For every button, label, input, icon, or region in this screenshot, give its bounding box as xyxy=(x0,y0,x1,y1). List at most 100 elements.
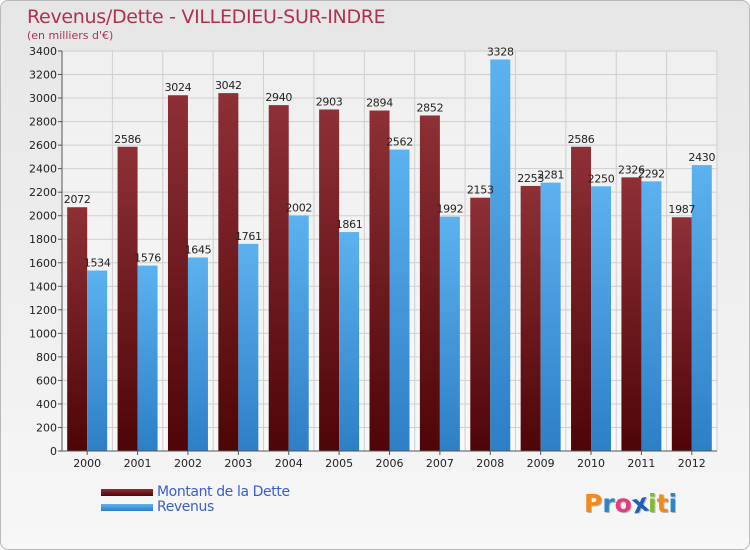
data-label-revenus-2004: 2002 xyxy=(285,201,312,214)
bar-dette-2011 xyxy=(621,177,642,451)
data-label-revenus-2001: 1576 xyxy=(134,252,161,265)
data-label-revenus-2012: 2430 xyxy=(688,151,715,164)
bar-revenus-2012 xyxy=(691,165,712,451)
y-tick-label: 2800 xyxy=(29,116,57,129)
x-tick-label: 2008 xyxy=(476,457,504,470)
y-tick-label: 2000 xyxy=(29,210,57,223)
x-tick-label: 2011 xyxy=(627,457,655,470)
y-tick-label: 400 xyxy=(36,398,57,411)
bar-revenus-2002 xyxy=(187,257,208,451)
y-tick-label: 800 xyxy=(36,351,57,364)
data-label-dette-2001: 2586 xyxy=(114,133,141,146)
bar-dette-2006 xyxy=(369,110,390,451)
logo-letter: i xyxy=(648,489,657,518)
data-label-revenus-2011: 2292 xyxy=(638,167,665,180)
data-label-dette-2010: 2586 xyxy=(568,133,595,146)
bar-revenus-2007 xyxy=(439,216,460,451)
x-tick-label: 2005 xyxy=(325,457,353,470)
bar-revenus-2001 xyxy=(137,265,158,451)
bar-revenus-2008 xyxy=(490,59,511,452)
bar-revenus-2006 xyxy=(389,149,410,451)
bar-revenus-2010 xyxy=(591,186,612,451)
data-label-dette-2000: 2072 xyxy=(64,193,91,206)
chart-title: Revenus/Dette - VILLEDIEU-SUR-INDRE xyxy=(27,6,386,28)
x-tick-label: 2002 xyxy=(174,457,202,470)
y-tick-label: 1400 xyxy=(29,280,57,293)
y-tick-label: 1600 xyxy=(29,257,57,270)
y-tick-label: 1200 xyxy=(29,304,57,317)
x-tick-label: 2004 xyxy=(275,457,303,470)
x-tick-label: 2010 xyxy=(577,457,605,470)
legend-swatch-dette xyxy=(101,489,153,496)
y-tick-label: 1800 xyxy=(29,233,57,246)
bar-dette-2003 xyxy=(218,93,239,451)
data-label-revenus-2002: 1645 xyxy=(185,243,212,256)
x-tick-label: 2009 xyxy=(527,457,555,470)
data-label-dette-2005: 2903 xyxy=(316,95,343,108)
y-tick-label: 3000 xyxy=(29,92,57,105)
bar-dette-2005 xyxy=(319,109,340,452)
bar-revenus-2009 xyxy=(540,182,561,451)
data-label-dette-2003: 3042 xyxy=(215,79,242,92)
bar-revenus-2000 xyxy=(87,270,108,451)
bar-dette-2009 xyxy=(520,185,541,452)
data-label-revenus-2010: 2250 xyxy=(588,172,615,185)
logo-letter: P xyxy=(584,489,603,518)
data-label-dette-2004: 2940 xyxy=(265,91,292,104)
x-tick-label: 2006 xyxy=(376,457,404,470)
x-tick-label: 2003 xyxy=(224,457,252,470)
data-label-revenus-2009: 2281 xyxy=(537,169,564,182)
proxiti-logo: Proxiti xyxy=(584,488,678,520)
y-tick-label: 2400 xyxy=(29,163,57,176)
bar-dette-2010 xyxy=(571,146,592,451)
y-tick-label: 600 xyxy=(36,374,57,387)
bar-dette-2004 xyxy=(268,105,289,451)
x-tick-label: 2001 xyxy=(124,457,152,470)
chart-subtitle: (en milliers d'€) xyxy=(27,29,114,42)
legend-label-dette: Montant de la Dette xyxy=(157,484,290,500)
data-label-revenus-2008: 3328 xyxy=(487,45,514,58)
data-label-dette-2012: 1987 xyxy=(668,203,695,216)
y-tick-label: 2200 xyxy=(29,186,57,199)
x-tick-label: 2007 xyxy=(426,457,454,470)
bars xyxy=(67,59,712,452)
data-label-revenus-2007: 1992 xyxy=(436,203,463,216)
logo-letter: r xyxy=(602,489,615,518)
data-label-dette-2011: 2326 xyxy=(618,163,645,176)
y-tick-label: 2600 xyxy=(29,139,57,152)
y-tick-label: 3200 xyxy=(29,69,57,82)
bar-dette-2002 xyxy=(167,95,188,451)
y-tick-label: 3400 xyxy=(29,45,57,58)
bar-dette-2008 xyxy=(470,197,491,451)
legend-label-revenus: Revenus xyxy=(157,499,214,515)
data-label-dette-2008: 2153 xyxy=(467,184,494,197)
bar-revenus-2011 xyxy=(641,181,662,451)
data-label-dette-2009: 2253 xyxy=(517,172,544,185)
bar-revenus-2005 xyxy=(339,232,360,451)
data-label-revenus-2003: 1761 xyxy=(235,230,262,243)
logo-letter: o xyxy=(614,489,632,518)
axes: 0 200 400 600 800 1000 1200 1400 1600 1800 2000 220… xyxy=(29,45,717,470)
y-tick-label: 1000 xyxy=(29,327,57,340)
bar-revenus-2004 xyxy=(288,215,309,451)
data-labels: 2072 1534 2586 1576 3024 1645 3042 1761 2940 2002… xyxy=(64,45,716,269)
x-tick-label: 2000 xyxy=(73,457,101,470)
bar-dette-2007 xyxy=(419,115,440,452)
legend-swatch-revenus xyxy=(101,504,153,511)
data-label-revenus-2005: 1861 xyxy=(336,218,363,231)
x-tick-label: 2012 xyxy=(678,457,706,470)
y-tick-label: 200 xyxy=(36,421,57,434)
data-label-dette-2006: 2894 xyxy=(366,97,393,110)
data-label-revenus-2000: 1534 xyxy=(84,257,111,270)
data-label-revenus-2006: 2562 xyxy=(386,136,413,149)
y-tick-label: 0 xyxy=(50,445,57,458)
bar-revenus-2003 xyxy=(238,243,259,451)
bar-dette-2000 xyxy=(67,207,88,451)
bar-dette-2012 xyxy=(671,217,692,451)
bar-dette-2001 xyxy=(117,146,138,451)
logo-letter: i xyxy=(668,489,678,518)
logo-letter: t xyxy=(656,489,669,518)
data-label-dette-2007: 2852 xyxy=(416,101,443,114)
